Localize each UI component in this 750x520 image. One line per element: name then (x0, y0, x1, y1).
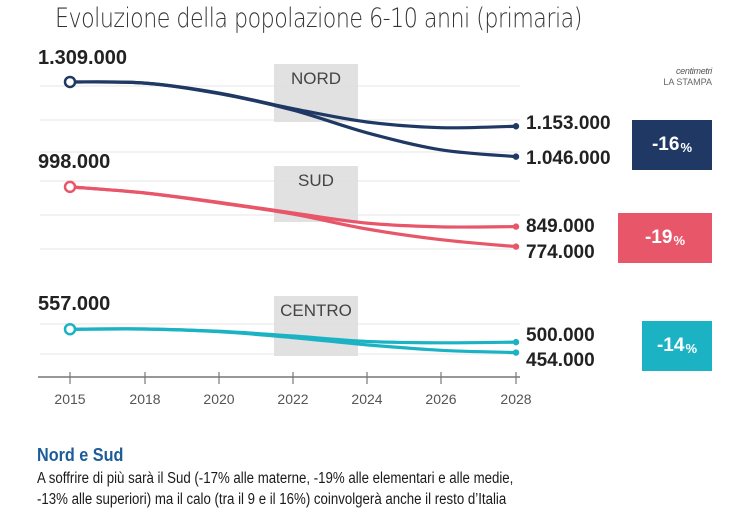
start-point-centro (63, 322, 77, 336)
end-point-nord-upper (512, 123, 520, 130)
start-point-sud (63, 180, 77, 194)
end-label-centro-lower: 454.000 (526, 350, 595, 371)
x-tick-label-2024: 2024 (351, 391, 382, 407)
footer-line-1: A soffrire di più sarà il Sud (-17% alle… (37, 470, 514, 487)
footer-line-2: -13% alle superiori) ma il calo (tra il … (37, 491, 507, 508)
start-point-nord (63, 75, 77, 89)
start-label-centro: 557.000 (38, 293, 110, 315)
chart-title: Evoluzione della popolazione 6-10 anni (… (55, 3, 582, 34)
badge-centro-value: -14 (656, 335, 685, 356)
start-label-nord: 1.309.000 (38, 47, 127, 69)
end-point-nord-lower (512, 153, 520, 160)
badge-centro: -14% (642, 321, 712, 371)
publisher-logo: centimetri LA STAMPA (640, 66, 712, 88)
start-label-sud: 998.000 (38, 151, 110, 173)
line-nord-lower (68, 80, 518, 159)
logo-line1: centimetri (675, 66, 712, 76)
end-point-sud-upper (512, 223, 520, 230)
panel-label-box-centro (274, 296, 358, 356)
end-label-nord-lower: 1.046.000 (526, 148, 611, 169)
x-tick-label-2022: 2022 (277, 391, 308, 407)
end-label-sud-lower: 774.000 (526, 242, 595, 263)
logo-line2: LA STAMPA (663, 77, 712, 87)
end-point-centro-lower (512, 349, 520, 356)
x-tick-label-2018: 2018 (129, 391, 160, 407)
badge-sud: -19% (618, 213, 712, 263)
footer-heading: Nord e Sud (37, 445, 124, 465)
x-tick-label-2026: 2026 (425, 391, 456, 407)
panel-label-sud: SUD (298, 171, 334, 190)
panel-label-centro: CENTRO (280, 301, 352, 320)
badge-sud-value: -19 (644, 227, 673, 248)
line-sud-lower (68, 185, 518, 249)
line-centro-lower (68, 327, 518, 355)
badge-nord-value: -16 (651, 134, 680, 155)
footer-text: A soffrire di più sarà il Sud (-17% alle… (37, 468, 687, 510)
end-label-nord-upper: 1.153.000 (526, 113, 611, 134)
end-label-centro-upper: 500.000 (526, 325, 595, 346)
x-tick-label-2015: 2015 (54, 391, 85, 407)
end-label-sud-upper: 849.000 (526, 216, 595, 237)
x-tick-label-2028: 2028 (500, 391, 531, 407)
end-point-centro-upper (512, 338, 520, 346)
end-point-sud-lower (512, 243, 520, 250)
panel-label-nord: NORD (291, 69, 341, 88)
badge-nord: -16% (632, 120, 712, 170)
x-tick-label-2020: 2020 (203, 391, 234, 407)
